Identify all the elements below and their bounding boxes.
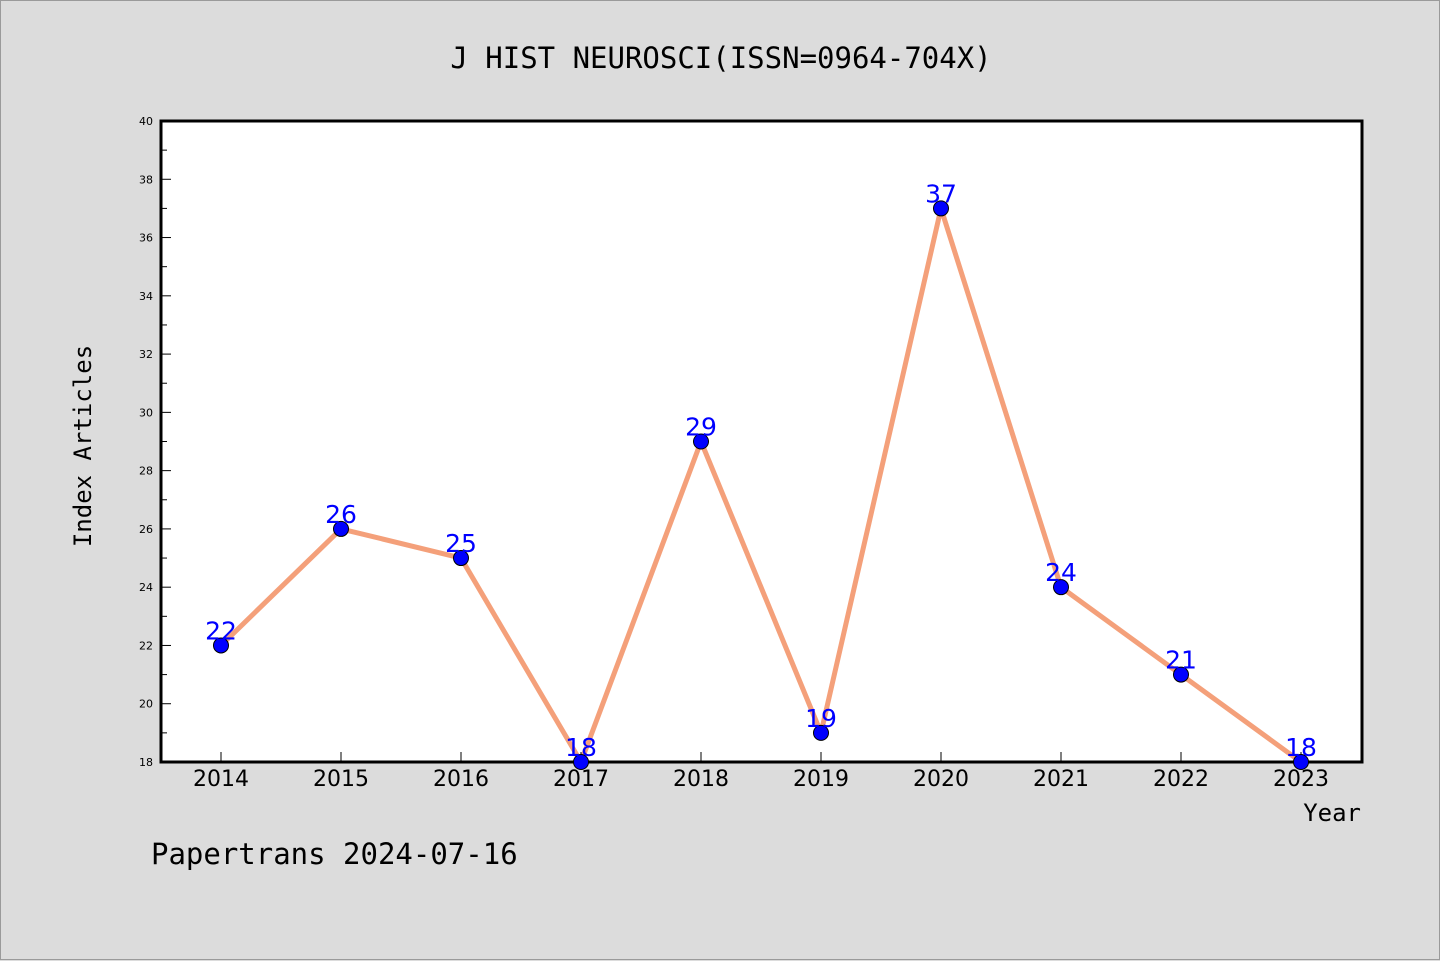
data-label: 24 bbox=[1045, 558, 1077, 587]
data-label: 37 bbox=[925, 179, 957, 208]
data-point bbox=[693, 433, 709, 450]
y-tick-label: 38 bbox=[139, 173, 153, 186]
chart-title: J HIST NEUROSCI(ISSN=0964-704X) bbox=[450, 41, 991, 75]
x-tick-label: 2014 bbox=[193, 767, 249, 792]
data-point bbox=[573, 754, 589, 770]
data-label: 26 bbox=[325, 500, 357, 529]
x-tick-label: 2023 bbox=[1273, 767, 1329, 792]
y-tick-label: 40 bbox=[139, 115, 153, 128]
data-label: 29 bbox=[685, 413, 717, 442]
x-tick-label: 2018 bbox=[673, 767, 729, 792]
plot-area bbox=[159, 119, 1364, 764]
x-tick-label: 2017 bbox=[553, 767, 609, 792]
x-tick-label: 2016 bbox=[433, 767, 489, 792]
y-tick-label: 18 bbox=[139, 756, 153, 769]
x-tick-label: 2015 bbox=[313, 767, 369, 792]
y-tick-label: 22 bbox=[139, 639, 153, 652]
data-point bbox=[1053, 579, 1069, 596]
x-tick-label: 2022 bbox=[1153, 767, 1209, 792]
data-point bbox=[1293, 754, 1309, 770]
y-tick-label: 34 bbox=[139, 290, 153, 303]
y-tick-label: 24 bbox=[139, 581, 153, 594]
data-label: 21 bbox=[1165, 646, 1197, 675]
data-point bbox=[453, 550, 469, 567]
y-tick-label: 20 bbox=[139, 698, 153, 711]
y-axis: 18 20 22 24 26 28 30 32 34 36 38 40 bbox=[139, 115, 171, 769]
y-tick-label: 32 bbox=[139, 348, 153, 361]
data-label: 19 bbox=[805, 704, 837, 733]
y-tick-label: 36 bbox=[139, 232, 153, 245]
data-point bbox=[933, 200, 949, 217]
data-points bbox=[213, 200, 1309, 770]
series-polyline bbox=[219, 205, 1303, 765]
data-point bbox=[333, 520, 349, 537]
y-tick-label: 26 bbox=[139, 523, 153, 536]
x-tick-label: 2021 bbox=[1033, 767, 1089, 792]
data-label: 18 bbox=[565, 733, 597, 762]
data-label: 18 bbox=[1285, 733, 1317, 762]
data-point bbox=[813, 724, 829, 741]
data-label: 25 bbox=[445, 529, 477, 558]
y-tick-label: 30 bbox=[139, 406, 153, 419]
data-point bbox=[1173, 666, 1189, 683]
data-labels: 22 26 25 18 29 19 37 24 21 18 bbox=[205, 179, 1317, 762]
x-tick-label: 2019 bbox=[793, 767, 849, 792]
x-tick-label: 2020 bbox=[913, 767, 969, 792]
data-point bbox=[213, 637, 229, 654]
x-axis: 2014 2015 2016 2017 2018 2019 2020 2021 2022 2023 bbox=[193, 752, 1329, 792]
data-label: 22 bbox=[205, 616, 237, 645]
y-axis-label: Index Articles bbox=[69, 345, 97, 547]
series-line bbox=[219, 205, 1303, 765]
x-axis-label: Year bbox=[1303, 799, 1361, 827]
y-tick-label: 28 bbox=[139, 465, 153, 478]
footer-stamp: Papertrans 2024-07-16 bbox=[151, 837, 518, 871]
